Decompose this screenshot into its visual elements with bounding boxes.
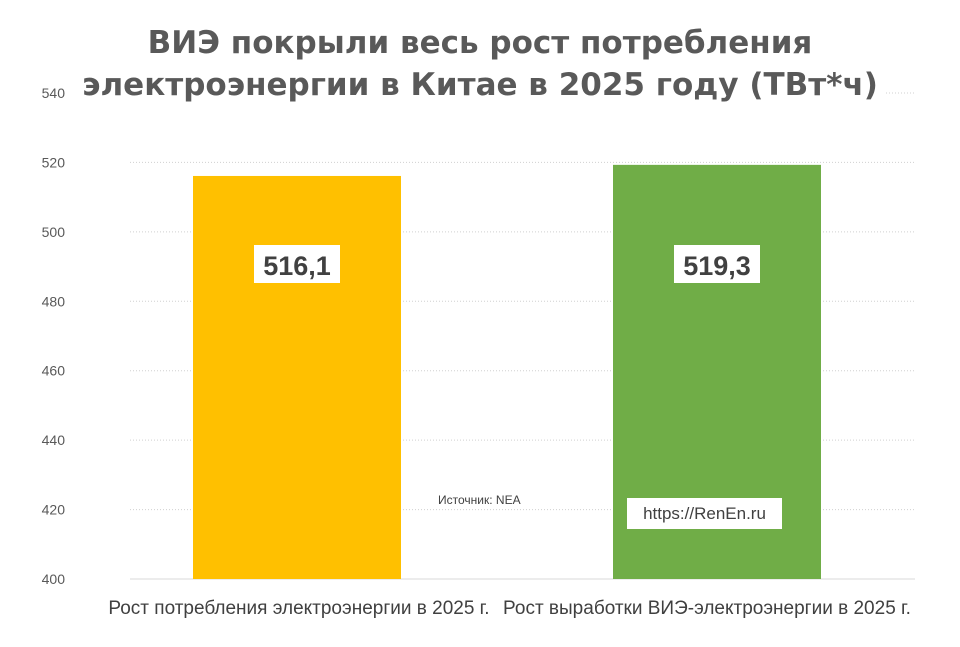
data-label: 516,1 [263,251,331,281]
title-line-2: электроэнергии в Китае в 2025 году (ТВт*… [76,67,884,103]
chart-title: ВИЭ покрыли весь рост потребления электр… [0,22,960,106]
title-line-1: ВИЭ покрыли весь рост потребления [141,25,819,61]
data-label-box [674,245,760,283]
y-tick-label: 540 [42,85,66,101]
y-tick-label: 440 [42,432,66,448]
y-tick-label: 420 [42,502,66,518]
y-tick-label: 460 [42,363,66,379]
y-tick-label: 400 [42,571,66,587]
source-note: Источник: NEA [438,493,521,507]
bar [193,175,401,579]
data-label: 519,3 [683,251,751,281]
x-category-label: Рост потребления электроэнергии в 2025 г… [108,598,489,619]
website-label: https://RenEn.ru [627,498,782,529]
data-label-box [254,245,340,283]
y-tick-label: 520 [42,154,66,170]
x-category-label: Рост выработки ВИЭ-электроэнергии в 2025… [503,598,911,619]
y-tick-label: 500 [42,224,66,240]
y-tick-label: 480 [42,293,66,309]
